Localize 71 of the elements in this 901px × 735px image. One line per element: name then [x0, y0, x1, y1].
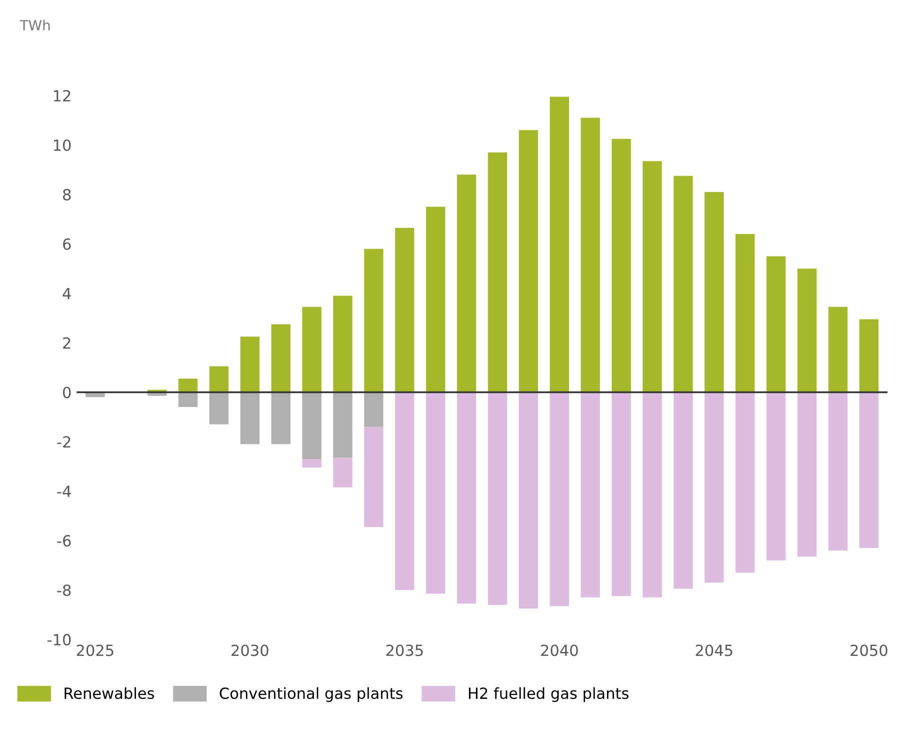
bar	[488, 152, 508, 392]
bar	[488, 392, 508, 605]
bar	[333, 296, 352, 392]
legend-label: H2 fuelled gas plants	[468, 687, 628, 702]
bar	[518, 130, 538, 392]
legend-label: Renewables	[64, 687, 154, 700]
x-tick-label: 2025	[76, 644, 114, 656]
bar	[704, 392, 724, 583]
x-tick-label: 2040	[541, 644, 578, 656]
bar	[612, 392, 631, 596]
y-tick-label: 2	[63, 337, 70, 349]
bar	[426, 206, 446, 392]
bar	[395, 392, 414, 590]
bar	[456, 174, 476, 392]
bar	[580, 392, 600, 598]
bar	[704, 192, 724, 392]
x-tick-label: 2035	[386, 644, 423, 656]
bar	[518, 392, 538, 609]
bar	[426, 392, 446, 594]
y-tick-label: 4	[62, 288, 71, 300]
bar	[642, 161, 662, 392]
bar	[736, 392, 755, 573]
bar	[271, 392, 290, 444]
y-tick-label: 12	[54, 90, 70, 102]
bar	[550, 96, 570, 392]
bar	[333, 392, 352, 458]
x-tick-label: 2045	[696, 644, 732, 656]
bar	[271, 324, 290, 392]
legend-label: Conventional gas plants	[220, 687, 403, 702]
bar	[828, 306, 848, 392]
bar	[766, 392, 786, 560]
bar	[364, 426, 384, 527]
y-tick-label: -10	[48, 634, 71, 646]
bar	[364, 392, 384, 427]
bar	[797, 268, 817, 392]
y-tick-label: 8	[63, 188, 71, 200]
x-tick-label: 2030	[232, 644, 268, 656]
bar	[364, 248, 384, 392]
bar	[859, 392, 879, 548]
y-tick-label: -4	[57, 486, 71, 497]
bar	[456, 392, 476, 604]
y-axis-title: TWh	[20, 20, 50, 30]
bar	[674, 176, 693, 392]
bar	[178, 378, 198, 392]
bar	[209, 392, 229, 424]
bar	[209, 366, 229, 392]
bar	[178, 392, 198, 408]
bar	[302, 458, 322, 468]
bar	[859, 319, 879, 392]
bar	[612, 138, 631, 392]
y-tick-label: -8	[57, 584, 71, 596]
bar	[302, 392, 322, 459]
x-tick-label: 2050	[850, 644, 888, 656]
bar	[580, 118, 600, 392]
y-tick-label: 10	[54, 139, 71, 152]
bar	[240, 392, 260, 444]
bar	[642, 392, 662, 598]
bar	[674, 392, 693, 589]
y-tick-label: 0	[63, 386, 71, 398]
bar	[333, 458, 352, 488]
bar	[395, 228, 414, 392]
bar	[736, 234, 755, 392]
bar	[828, 392, 848, 550]
bar	[240, 336, 260, 392]
bar	[302, 306, 322, 392]
bar	[797, 392, 817, 557]
bar	[766, 256, 786, 392]
y-tick-label: -2	[57, 436, 70, 448]
bar	[550, 392, 570, 606]
y-tick-label: -6	[57, 535, 71, 547]
y-tick-label: 6	[63, 238, 71, 250]
